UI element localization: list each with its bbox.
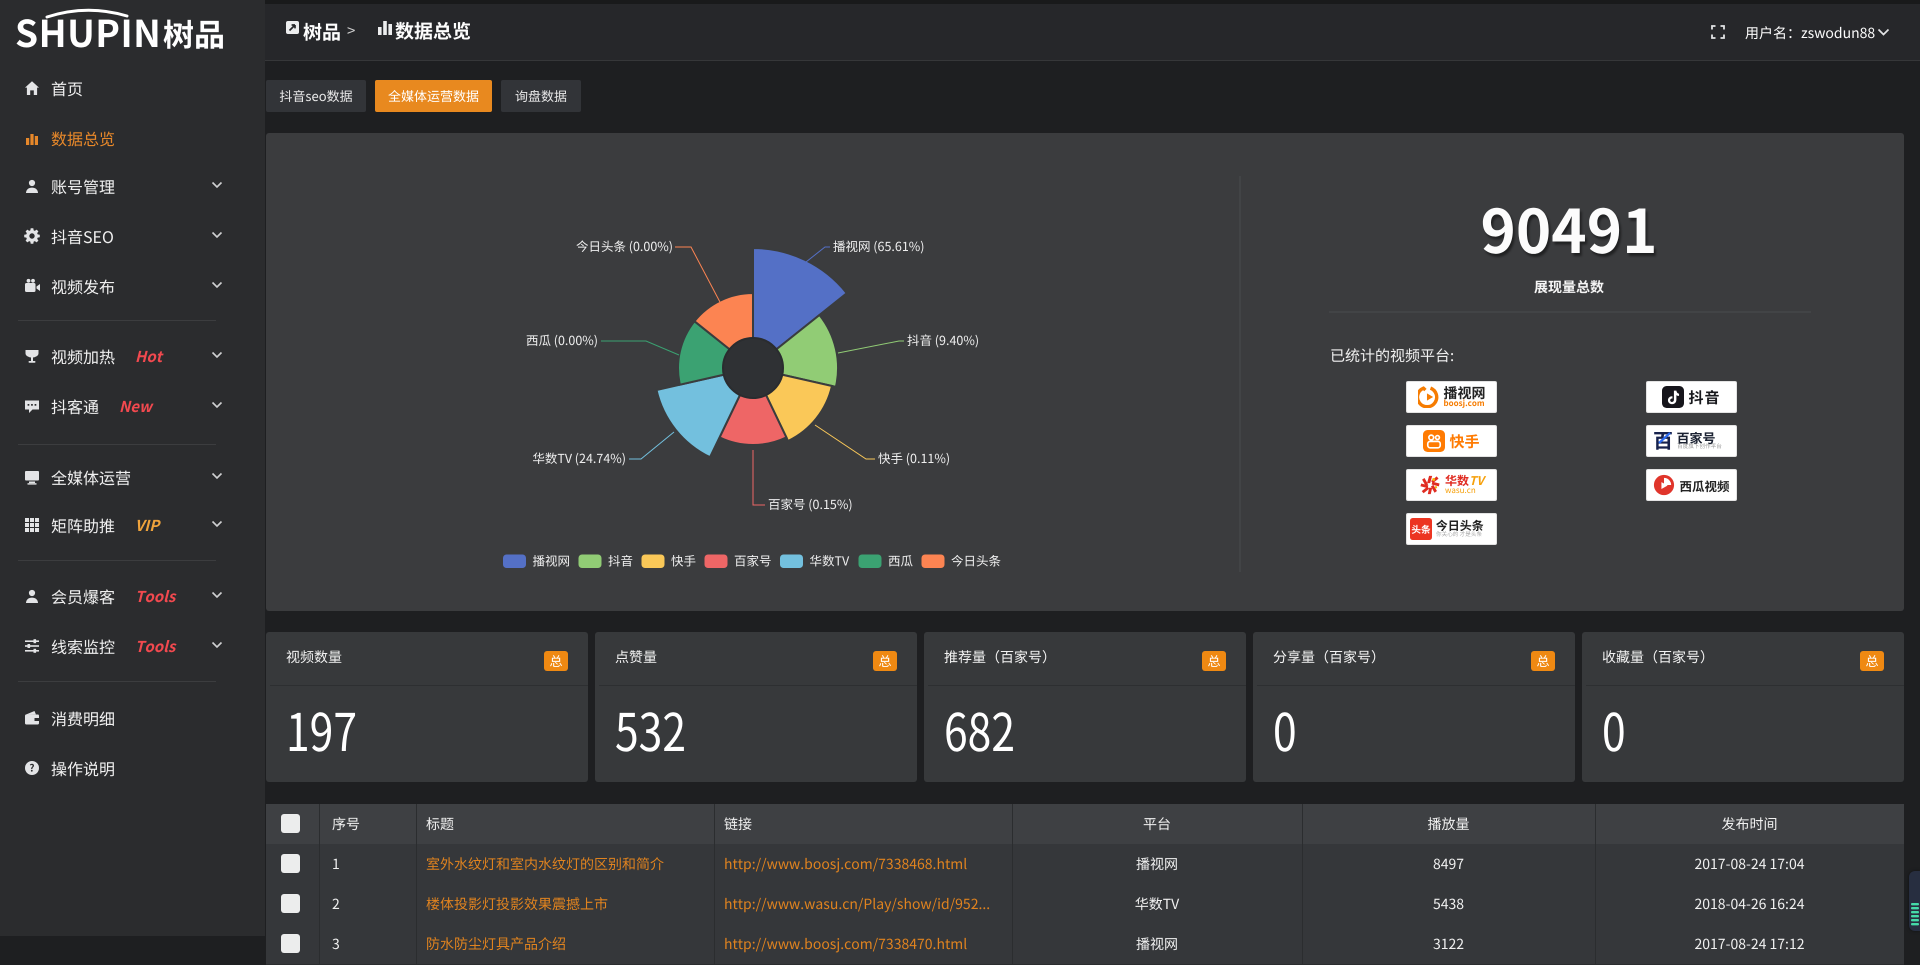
svg-text:播视网 (65.61%): 播视网 (65.61%) [833,236,925,255]
svg-text:90491: 90491 [1481,184,1658,271]
svg-text:百家号: 百家号 [734,551,772,570]
svg-text:百家号 (0.15%): 百家号 (0.15%) [768,494,853,513]
svg-text:?: ? [29,760,34,774]
svg-text:SHUPIN: SHUPIN [15,4,161,58]
svg-text:华数TV (24.74%): 华数TV (24.74%) [532,448,626,467]
svg-text:头条: 头条 [1411,522,1431,536]
svg-text:抖音: 抖音 [608,551,633,570]
svg-text:西瓜 (0.00%): 西瓜 (0.00%) [526,330,598,349]
svg-text:今日头条 (0.00%): 今日头条 (0.00%) [576,236,673,255]
svg-text:已统计的视频平台:: 已统计的视频平台: [1330,345,1454,366]
svg-text:展现量总数: 展现量总数 [1534,277,1604,297]
svg-text:抖音 (9.40%): 抖音 (9.40%) [907,330,979,349]
svg-text:西瓜: 西瓜 [888,551,914,570]
svg-text:播视网: 播视网 [533,551,571,570]
svg-text:快手 (0.11%): 快手 (0.11%) [878,448,950,467]
svg-text:百: 百 [1653,429,1673,453]
svg-text:快手: 快手 [671,551,696,570]
svg-text:树品: 树品 [163,10,225,55]
svg-text:今日头条: 今日头条 [951,551,1002,570]
svg-text:华数TV: 华数TV [810,551,850,570]
